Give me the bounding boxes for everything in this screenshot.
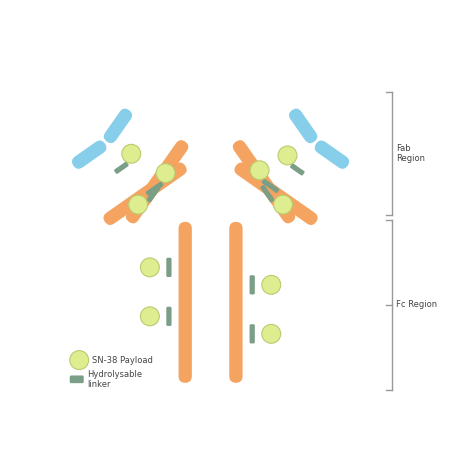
FancyBboxPatch shape — [260, 185, 274, 202]
FancyBboxPatch shape — [289, 109, 318, 143]
FancyBboxPatch shape — [114, 162, 129, 174]
FancyBboxPatch shape — [233, 140, 295, 223]
FancyBboxPatch shape — [262, 179, 280, 193]
FancyBboxPatch shape — [234, 163, 318, 225]
Text: Fab
Region: Fab Region — [396, 144, 425, 164]
Circle shape — [156, 164, 175, 182]
Circle shape — [140, 307, 159, 326]
Text: Fc Region: Fc Region — [396, 301, 437, 310]
Circle shape — [122, 144, 141, 163]
FancyBboxPatch shape — [166, 258, 172, 277]
FancyBboxPatch shape — [166, 307, 172, 326]
FancyBboxPatch shape — [104, 109, 132, 143]
Circle shape — [262, 275, 281, 294]
FancyBboxPatch shape — [179, 222, 192, 383]
Text: Hydrolysable
linker: Hydrolysable linker — [87, 370, 142, 389]
FancyBboxPatch shape — [250, 275, 255, 294]
FancyBboxPatch shape — [72, 140, 107, 169]
Circle shape — [273, 195, 292, 214]
FancyBboxPatch shape — [126, 140, 188, 223]
FancyBboxPatch shape — [146, 182, 164, 196]
Circle shape — [250, 161, 269, 180]
FancyBboxPatch shape — [250, 324, 255, 344]
FancyBboxPatch shape — [103, 163, 187, 225]
Circle shape — [278, 146, 297, 165]
Circle shape — [262, 324, 281, 343]
FancyBboxPatch shape — [315, 140, 349, 169]
FancyBboxPatch shape — [229, 222, 243, 383]
Text: SN-38 Payload: SN-38 Payload — [92, 356, 153, 365]
Circle shape — [70, 351, 89, 370]
FancyBboxPatch shape — [70, 375, 84, 383]
Circle shape — [140, 258, 159, 277]
FancyBboxPatch shape — [290, 164, 305, 175]
FancyBboxPatch shape — [146, 185, 161, 202]
Circle shape — [128, 195, 147, 214]
